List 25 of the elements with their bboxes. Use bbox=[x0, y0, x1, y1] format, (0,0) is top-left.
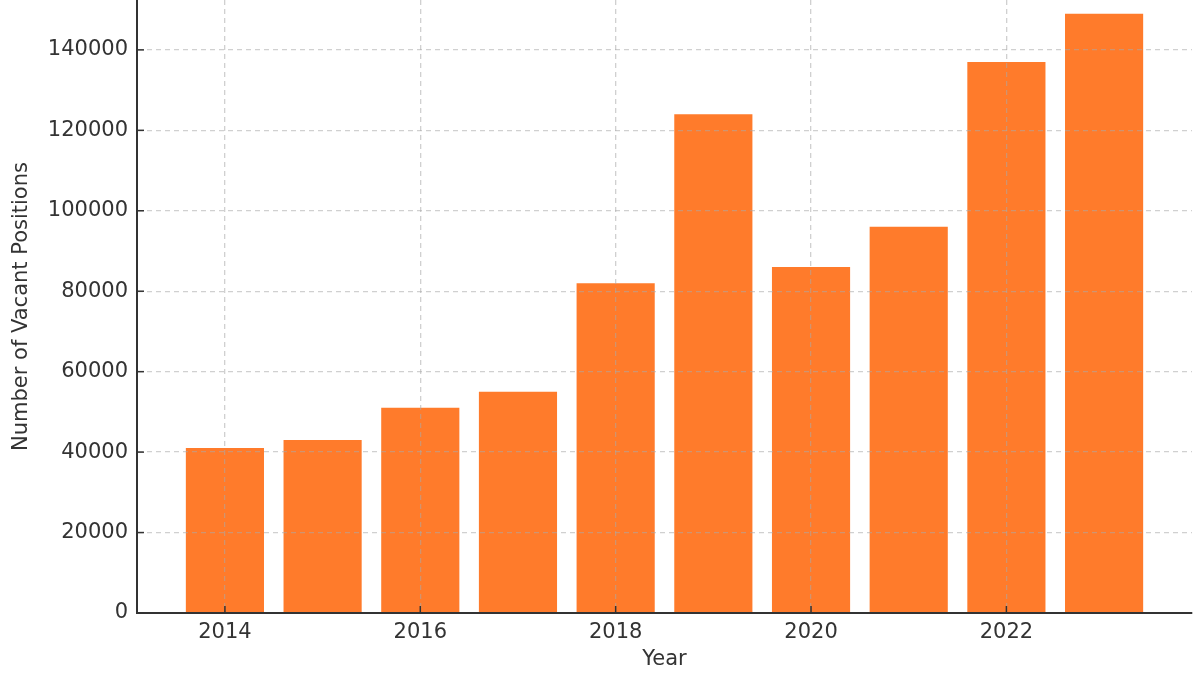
x-axis-title: Year bbox=[641, 645, 688, 670]
bar bbox=[1065, 13, 1144, 613]
bar bbox=[967, 61, 1046, 613]
y-tick-label: 40000 bbox=[61, 438, 128, 463]
y-tick-label: 100000 bbox=[47, 197, 128, 222]
y-tick-label: 0 bbox=[114, 599, 128, 624]
bar bbox=[576, 283, 655, 613]
bar bbox=[771, 267, 851, 613]
bar bbox=[283, 440, 362, 613]
bar bbox=[478, 391, 558, 613]
x-tick-label: 2020 bbox=[784, 619, 838, 644]
x-tick-label: 2022 bbox=[979, 619, 1034, 644]
y-axis-title: Number of Vacant Positions bbox=[8, 162, 33, 451]
bar bbox=[869, 226, 948, 613]
y-tick-label: 60000 bbox=[61, 358, 128, 383]
bar bbox=[381, 407, 460, 613]
x-tick-label: 2016 bbox=[393, 619, 448, 644]
bar bbox=[674, 114, 753, 613]
y-tick-label: 20000 bbox=[61, 519, 128, 544]
y-tick-label: 80000 bbox=[61, 277, 128, 302]
x-tick-label: 2018 bbox=[588, 619, 643, 644]
bar bbox=[185, 448, 264, 613]
y-tick-label: 120000 bbox=[47, 116, 128, 141]
x-tick-label: 2014 bbox=[198, 619, 252, 644]
y-tick-label: 140000 bbox=[47, 36, 128, 61]
